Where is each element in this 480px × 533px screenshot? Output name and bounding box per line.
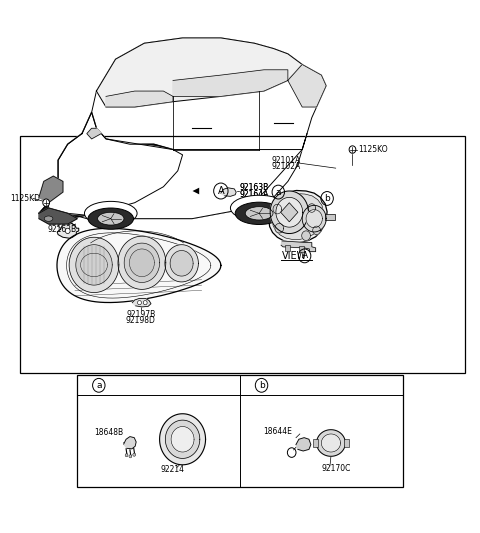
Text: 1125KD: 1125KD — [10, 194, 40, 203]
Polygon shape — [221, 188, 236, 196]
Bar — [313, 439, 318, 447]
Circle shape — [43, 199, 49, 206]
Text: 18644E: 18644E — [263, 427, 292, 436]
Polygon shape — [106, 91, 173, 107]
Polygon shape — [48, 112, 307, 219]
Ellipse shape — [235, 202, 283, 224]
Polygon shape — [317, 430, 345, 456]
Polygon shape — [288, 64, 326, 107]
Ellipse shape — [84, 201, 137, 225]
Text: 92161C: 92161C — [48, 218, 77, 227]
Polygon shape — [124, 243, 159, 282]
Polygon shape — [308, 204, 316, 212]
Polygon shape — [124, 437, 136, 449]
Text: b: b — [259, 381, 264, 390]
Circle shape — [349, 146, 356, 154]
Text: A: A — [217, 186, 224, 196]
Text: a: a — [96, 381, 102, 390]
Polygon shape — [57, 223, 79, 238]
Text: 1125KO: 1125KO — [359, 145, 388, 154]
Ellipse shape — [88, 208, 133, 229]
Ellipse shape — [245, 207, 273, 220]
Bar — [20, 136, 465, 373]
Text: 18648B: 18648B — [94, 428, 123, 437]
Text: 92163B: 92163B — [240, 183, 269, 192]
Circle shape — [65, 228, 70, 233]
Text: 92163B: 92163B — [240, 183, 269, 192]
Bar — [286, 245, 290, 251]
Bar — [325, 214, 335, 220]
Polygon shape — [87, 128, 101, 139]
Polygon shape — [165, 245, 198, 282]
Text: 92214: 92214 — [161, 465, 185, 474]
Polygon shape — [275, 223, 284, 233]
Circle shape — [133, 453, 136, 456]
Text: 92162B: 92162B — [48, 225, 77, 234]
Circle shape — [125, 454, 128, 457]
Polygon shape — [269, 190, 327, 243]
Ellipse shape — [97, 212, 124, 225]
Polygon shape — [132, 298, 151, 307]
Circle shape — [129, 455, 132, 458]
Polygon shape — [272, 193, 324, 239]
Polygon shape — [281, 241, 316, 252]
Polygon shape — [130, 249, 155, 277]
Text: b: b — [324, 194, 330, 203]
Text: 92198D: 92198D — [126, 317, 156, 326]
Ellipse shape — [44, 216, 53, 221]
Polygon shape — [39, 38, 326, 219]
Polygon shape — [170, 251, 193, 276]
Polygon shape — [306, 209, 323, 228]
Polygon shape — [296, 438, 311, 451]
Polygon shape — [76, 245, 112, 285]
Bar — [344, 439, 348, 447]
Polygon shape — [165, 420, 200, 458]
Polygon shape — [171, 426, 194, 452]
Text: 92101A: 92101A — [271, 156, 300, 165]
Polygon shape — [69, 237, 119, 293]
Bar — [77, 375, 403, 487]
Polygon shape — [39, 176, 63, 203]
Polygon shape — [313, 226, 321, 235]
Text: 92164A: 92164A — [240, 190, 269, 199]
Ellipse shape — [230, 195, 288, 221]
Polygon shape — [160, 414, 205, 465]
Text: 92102A: 92102A — [271, 162, 300, 171]
Polygon shape — [118, 236, 166, 289]
Polygon shape — [302, 205, 326, 232]
Bar — [299, 246, 304, 252]
Text: a: a — [276, 188, 281, 197]
Text: 92164A: 92164A — [240, 190, 269, 199]
Polygon shape — [96, 38, 302, 107]
Polygon shape — [39, 208, 77, 224]
Circle shape — [144, 301, 147, 305]
Text: 92197B: 92197B — [126, 310, 156, 319]
Circle shape — [138, 301, 142, 305]
Text: VIEW: VIEW — [282, 251, 307, 261]
Polygon shape — [281, 203, 298, 222]
Polygon shape — [57, 228, 221, 303]
Polygon shape — [39, 112, 182, 219]
Text: 92170C: 92170C — [321, 464, 350, 473]
Text: A: A — [301, 252, 308, 260]
Polygon shape — [273, 204, 282, 214]
Polygon shape — [302, 231, 311, 240]
Polygon shape — [270, 191, 309, 233]
Polygon shape — [173, 70, 288, 96]
Polygon shape — [276, 197, 303, 227]
Polygon shape — [322, 434, 340, 452]
